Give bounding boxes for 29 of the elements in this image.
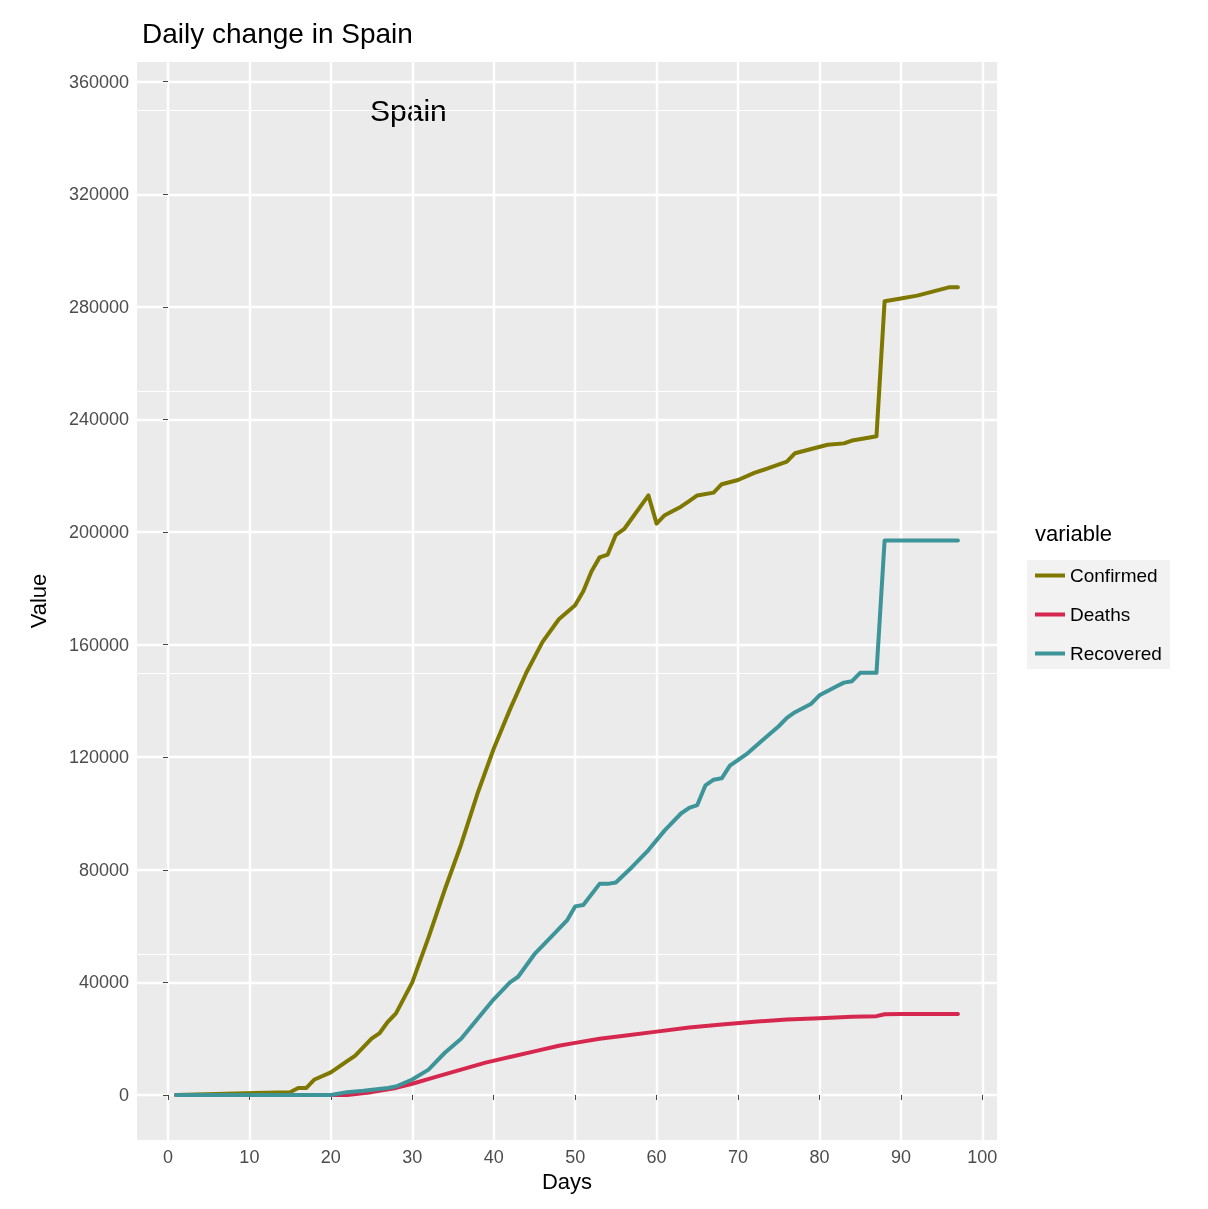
x-tick-label: 10 (239, 1147, 260, 1167)
x-axis-title: Days (541, 1169, 593, 1195)
x-tick-label: 30 (402, 1147, 423, 1167)
x-tick-label: 60 (646, 1147, 667, 1167)
legend-label: Deaths (1070, 604, 1131, 625)
y-tick-label: 120000 (68, 747, 129, 768)
x-tick-label: 0 (162, 1147, 173, 1167)
legend-label: Recovered (1070, 643, 1162, 664)
y-tick-label: 0 (118, 1084, 129, 1105)
y-tick-label: 360000 (68, 71, 129, 92)
x-tick-label: 20 (320, 1147, 341, 1167)
chart-title: Daily change in Spain (142, 17, 413, 49)
y-tick-label: 320000 (68, 184, 129, 205)
y-tick-label: 200000 (68, 522, 129, 543)
line-series (174, 538, 960, 1097)
legend-label: Confirmed (1070, 565, 1158, 586)
x-tick-label: 40 (483, 1147, 504, 1167)
y-tick-label: 240000 (68, 409, 129, 430)
x-tick-label: 80 (809, 1147, 830, 1167)
y-tick-label: 40000 (78, 972, 129, 993)
legend-title: variable (1035, 520, 1113, 546)
x-tick-label: 50 (565, 1147, 586, 1167)
y-tick-label: 280000 (68, 296, 129, 317)
x-tick-label: 70 (728, 1147, 749, 1167)
y-axis-title: Value (25, 573, 51, 629)
y-tick-label: 160000 (68, 634, 129, 655)
x-tick-label: 90 (890, 1147, 911, 1167)
y-tick-label: 80000 (78, 859, 129, 880)
x-tick-label: 100 (967, 1147, 998, 1167)
